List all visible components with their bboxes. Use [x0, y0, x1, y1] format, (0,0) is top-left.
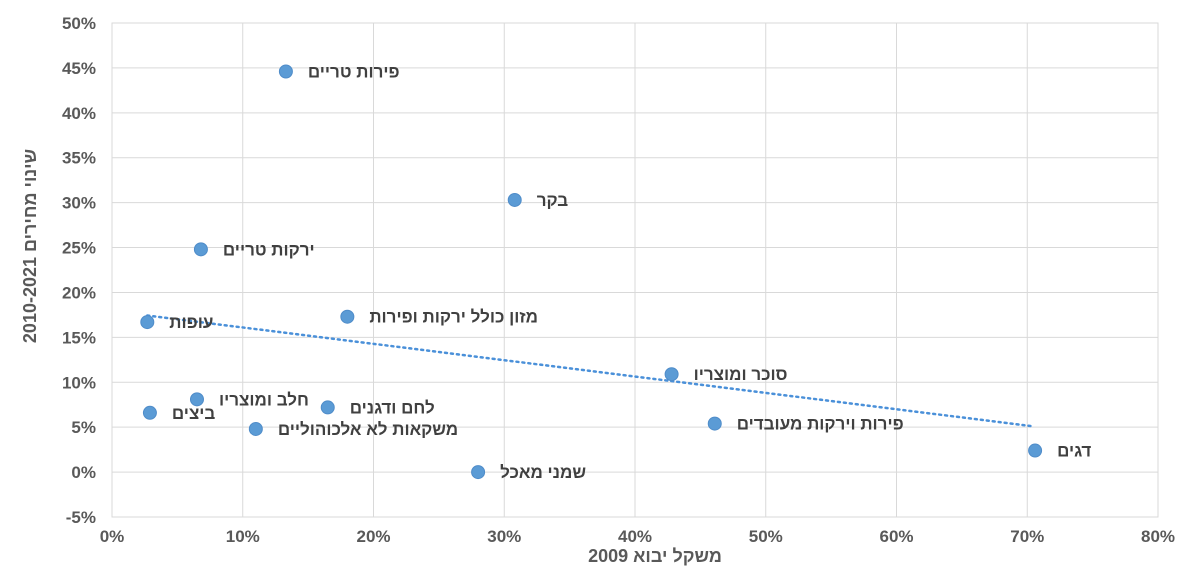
x-axis-title: משקל יבוא 2009 [588, 546, 722, 566]
x-tick-label: 70% [1010, 527, 1044, 546]
data-point [320, 400, 335, 415]
data-point-label: פירות וירקות מעובדים [737, 415, 904, 434]
y-tick-label: 50% [62, 14, 96, 33]
data-point [193, 242, 208, 257]
y-tick-label: 20% [62, 283, 96, 302]
data-point [1028, 443, 1043, 458]
y-tick-label: 25% [62, 239, 96, 258]
x-tick-label: 80% [1141, 527, 1175, 546]
axis-ticks: 0% 10% 20% 30% 40% 50% 60% 70% 80%-5%0%5%10%15%2… [62, 14, 1175, 546]
data-point-label: שמני מאכל [500, 463, 586, 482]
data-point [707, 416, 722, 431]
data-point [248, 421, 263, 436]
data-point-label: ביצים [172, 404, 216, 423]
point-labels: פירות טריים בקר ירקות טריים מזון כולל ירקות… [169, 63, 1091, 483]
y-tick-label: 45% [62, 59, 96, 78]
y-axis-title: שינוי מחירים 2010-2021 [20, 149, 40, 343]
data-point [278, 64, 293, 79]
x-tick-label: 40% [618, 527, 652, 546]
x-tick-label: 30% [487, 527, 521, 546]
data-point-label: משקאות לא אלכוהוליים [278, 420, 458, 439]
grid-lines [111, 22, 1159, 518]
data-point-label: פירות טריים [308, 63, 400, 82]
data-point-label: בקר [537, 191, 569, 210]
y-tick-label: 0% [71, 463, 96, 482]
data-point-label: עופות [169, 313, 213, 332]
trendline [146, 314, 1036, 428]
y-tick-label: 40% [62, 104, 96, 123]
data-point [189, 392, 204, 407]
x-tick-label: 0% [100, 527, 125, 546]
data-point-label: חלב ומוצריו [219, 390, 309, 409]
x-tick-label: 10% [226, 527, 260, 546]
data-point [507, 192, 522, 207]
y-tick-label: 5% [71, 418, 96, 437]
y-tick-label: 35% [62, 149, 96, 168]
data-point-label: ירקות טריים [223, 240, 315, 259]
data-point [140, 315, 155, 330]
y-tick-label: -5% [66, 508, 96, 527]
data-point-label: לחם ודגנים [350, 398, 435, 417]
x-tick-label: 60% [879, 527, 913, 546]
data-point [471, 465, 486, 480]
data-points [140, 64, 1043, 480]
x-tick-label: 20% [356, 527, 390, 546]
data-point [142, 405, 157, 420]
data-point-label: סוכר ומוצריו [694, 365, 788, 384]
y-tick-label: 15% [62, 328, 96, 347]
trendline-group [146, 314, 1036, 428]
y-tick-label: 10% [62, 373, 96, 392]
data-point [340, 309, 355, 324]
data-point-label: דגים [1057, 442, 1091, 461]
data-point [664, 367, 679, 382]
x-tick-label: 50% [749, 527, 783, 546]
data-point-label: מזון כולל ירקות ופירות [369, 308, 538, 327]
y-tick-label: 30% [62, 194, 96, 213]
